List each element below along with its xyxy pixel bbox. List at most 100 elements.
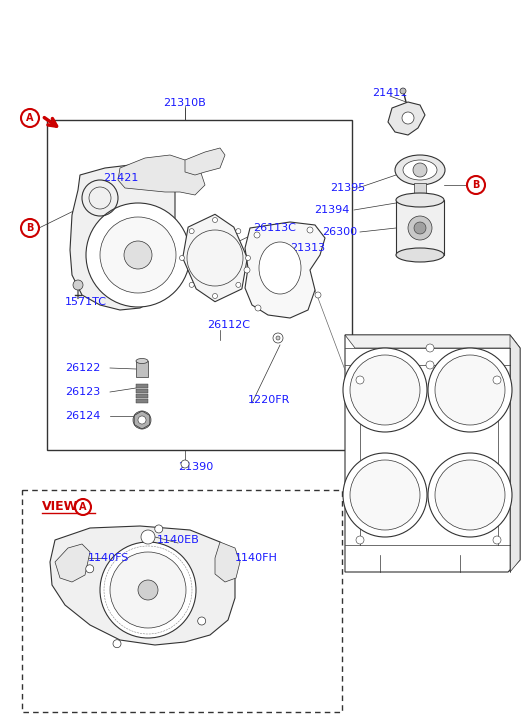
Text: 21390: 21390 bbox=[178, 462, 214, 472]
Text: 26124: 26124 bbox=[65, 411, 101, 421]
Circle shape bbox=[189, 282, 194, 287]
Text: 21394: 21394 bbox=[314, 205, 350, 215]
Text: 21313: 21313 bbox=[290, 243, 325, 253]
Ellipse shape bbox=[136, 358, 148, 364]
Text: 26112C: 26112C bbox=[207, 320, 250, 330]
Polygon shape bbox=[245, 222, 325, 318]
Text: 21310B: 21310B bbox=[164, 98, 206, 108]
Circle shape bbox=[181, 460, 189, 468]
Circle shape bbox=[110, 552, 186, 628]
Polygon shape bbox=[50, 526, 235, 645]
Circle shape bbox=[21, 109, 39, 127]
Bar bbox=[136, 389, 148, 393]
Circle shape bbox=[75, 499, 91, 515]
Circle shape bbox=[138, 580, 158, 600]
Text: 21395: 21395 bbox=[330, 183, 365, 193]
Text: A: A bbox=[26, 113, 34, 123]
Text: 1140FS: 1140FS bbox=[88, 553, 129, 563]
Circle shape bbox=[189, 228, 194, 233]
Circle shape bbox=[244, 267, 250, 273]
Circle shape bbox=[408, 216, 432, 240]
Circle shape bbox=[426, 361, 434, 369]
Polygon shape bbox=[388, 102, 425, 135]
Circle shape bbox=[113, 640, 121, 648]
Circle shape bbox=[435, 355, 505, 425]
Circle shape bbox=[254, 232, 260, 238]
Ellipse shape bbox=[259, 242, 301, 294]
Bar bbox=[136, 394, 148, 398]
Circle shape bbox=[307, 227, 313, 233]
Circle shape bbox=[413, 163, 427, 177]
Text: 26123: 26123 bbox=[65, 387, 100, 397]
Polygon shape bbox=[185, 148, 225, 175]
Text: 1571TC: 1571TC bbox=[65, 297, 107, 307]
Ellipse shape bbox=[403, 160, 437, 180]
Bar bbox=[396, 200, 444, 255]
Circle shape bbox=[124, 241, 152, 269]
Text: 26113C: 26113C bbox=[253, 223, 296, 233]
Circle shape bbox=[428, 348, 512, 432]
Bar bbox=[22, 490, 342, 712]
Polygon shape bbox=[215, 542, 240, 582]
Ellipse shape bbox=[395, 155, 445, 185]
Text: 26122: 26122 bbox=[65, 363, 101, 373]
Text: 1140EB: 1140EB bbox=[156, 535, 200, 545]
Bar bbox=[136, 384, 148, 388]
Circle shape bbox=[141, 530, 155, 544]
Polygon shape bbox=[345, 335, 520, 348]
Circle shape bbox=[138, 416, 146, 424]
Circle shape bbox=[426, 344, 434, 352]
Polygon shape bbox=[70, 165, 175, 310]
Polygon shape bbox=[55, 544, 90, 582]
Polygon shape bbox=[118, 155, 205, 195]
Circle shape bbox=[343, 453, 427, 537]
Text: A: A bbox=[79, 502, 87, 512]
Text: 1140FH: 1140FH bbox=[235, 553, 278, 563]
Ellipse shape bbox=[396, 193, 444, 207]
Circle shape bbox=[315, 292, 321, 298]
Text: 21411: 21411 bbox=[372, 88, 408, 98]
Text: 21421: 21421 bbox=[103, 173, 138, 183]
Circle shape bbox=[86, 203, 190, 307]
Circle shape bbox=[212, 217, 218, 222]
Circle shape bbox=[100, 217, 176, 293]
Circle shape bbox=[236, 228, 241, 233]
Circle shape bbox=[212, 294, 218, 299]
Text: B: B bbox=[472, 180, 480, 190]
Bar bbox=[136, 399, 148, 403]
Circle shape bbox=[467, 176, 485, 194]
Circle shape bbox=[245, 255, 251, 260]
Circle shape bbox=[428, 453, 512, 537]
Polygon shape bbox=[345, 335, 520, 572]
Circle shape bbox=[350, 460, 420, 530]
Ellipse shape bbox=[396, 248, 444, 262]
Circle shape bbox=[73, 280, 83, 290]
Circle shape bbox=[402, 112, 414, 124]
Circle shape bbox=[100, 542, 196, 638]
Circle shape bbox=[414, 222, 426, 234]
Bar bbox=[47, 120, 352, 450]
Circle shape bbox=[276, 336, 280, 340]
Text: B: B bbox=[26, 223, 34, 233]
Circle shape bbox=[198, 617, 206, 625]
Circle shape bbox=[86, 565, 94, 573]
Circle shape bbox=[493, 376, 501, 384]
Circle shape bbox=[236, 282, 241, 287]
Circle shape bbox=[356, 376, 364, 384]
Polygon shape bbox=[182, 214, 247, 302]
Polygon shape bbox=[510, 335, 520, 572]
Circle shape bbox=[179, 255, 185, 260]
Text: 1220FR: 1220FR bbox=[248, 395, 290, 405]
Bar bbox=[136, 361, 148, 377]
Text: 26300: 26300 bbox=[322, 227, 357, 237]
Circle shape bbox=[350, 355, 420, 425]
Circle shape bbox=[155, 525, 163, 533]
Circle shape bbox=[133, 411, 151, 429]
Text: VIEW: VIEW bbox=[42, 500, 78, 513]
Bar bbox=[414, 183, 426, 201]
Circle shape bbox=[343, 348, 427, 432]
Circle shape bbox=[400, 88, 406, 94]
Circle shape bbox=[493, 536, 501, 544]
Circle shape bbox=[21, 219, 39, 237]
Circle shape bbox=[356, 536, 364, 544]
